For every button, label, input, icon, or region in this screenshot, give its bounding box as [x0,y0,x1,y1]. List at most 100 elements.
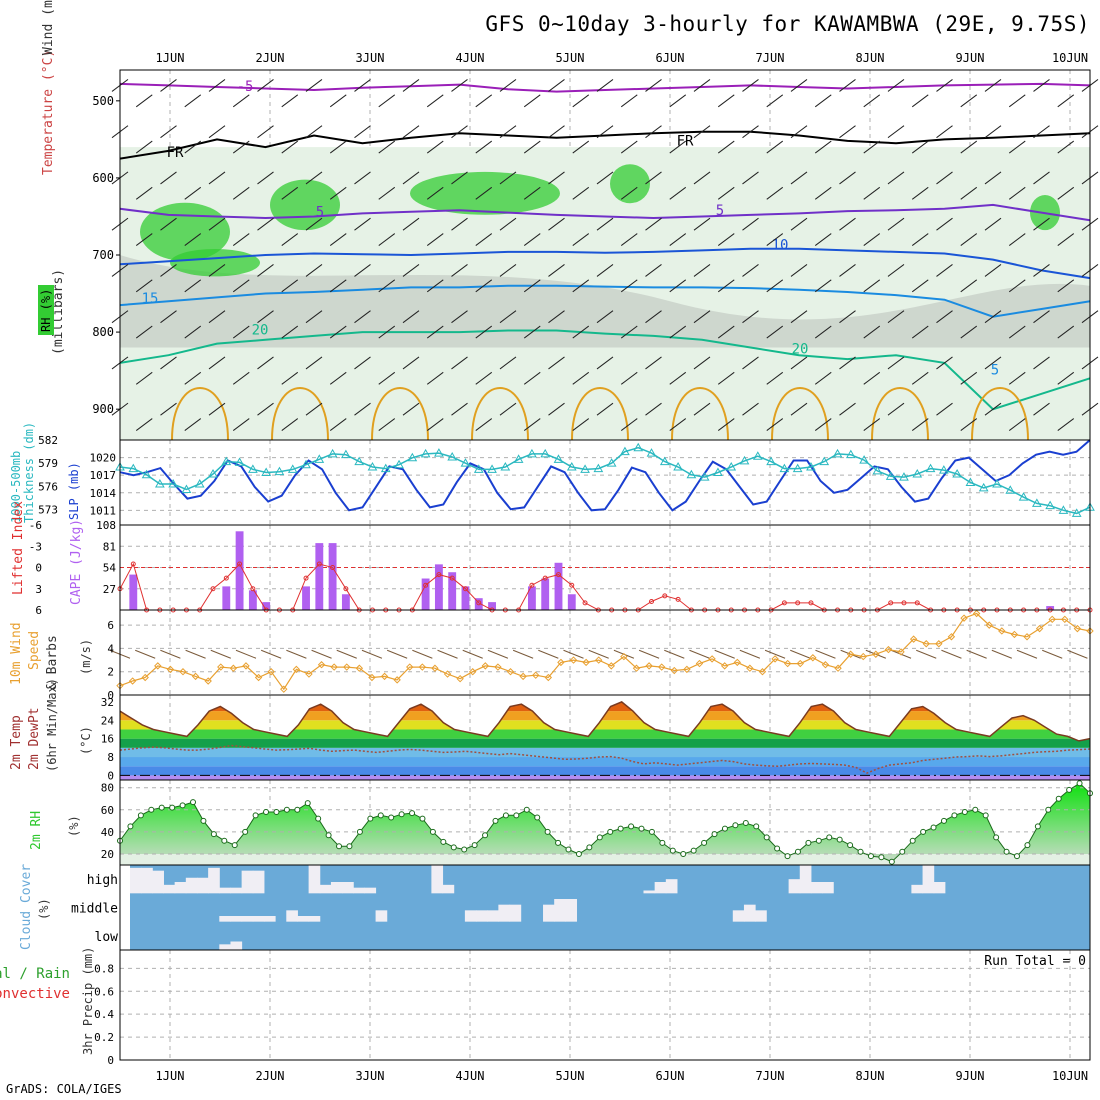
rh-marker [1076,780,1083,787]
wind-speed-marker [695,659,704,668]
rh-marker [450,844,457,851]
rh-area [120,783,1090,862]
wind-barb [572,279,590,293]
wind-barb [1016,649,1038,659]
temp-band [120,757,1090,767]
thickness-marker [673,462,683,471]
wind-speed-marker [166,665,175,674]
thickness-marker [434,448,444,457]
wind-barb [960,371,978,385]
thickness-marker [407,452,418,462]
rh-marker [513,812,520,819]
cloud-row-label: middle [71,902,118,917]
wind-barb [378,233,396,246]
wind-barb [966,649,987,659]
wind-speed-marker [330,663,338,671]
wind-barb [1033,310,1050,324]
wind-barb [941,649,962,659]
wind-speed-marker [872,650,880,658]
wind-barb [960,233,978,246]
li-tick-label: 6 [35,604,42,617]
wind-barb [960,94,978,108]
wind-speed-marker [594,656,603,664]
rh-marker [888,858,895,865]
wind-barb [960,140,978,154]
wind-barb [669,371,687,385]
wind-barb [839,402,856,416]
wind-barb [664,649,685,659]
wind-speed-marker [1023,633,1031,641]
wind-barb [814,94,832,108]
cape-tick-label: 54 [103,562,117,575]
cloud-cell [442,884,455,894]
rh-marker [461,846,468,853]
li-marker [781,600,787,606]
wind-speed-marker [632,664,641,672]
wind-tick-label: 6 [107,619,114,632]
precip-label-total: Total / Rain [0,966,70,982]
cloud-cell [342,882,354,894]
rh-band-grey [120,255,1090,348]
temp-band [120,701,1090,712]
wind-barb [232,325,250,339]
wind-barb [548,217,565,231]
wind-speed-marker [456,674,464,683]
wind-barb [1057,371,1075,385]
wind-barb [257,79,274,92]
thickness-marker [141,469,152,479]
wind-barb [354,310,371,324]
x-tick-label-bottom: 7JUN [756,1069,785,1083]
wind-barb [984,171,1002,185]
wind-barb [548,356,565,370]
li-marker [675,596,681,602]
wind-barb [645,79,662,92]
wind-barb [548,310,565,324]
wind-speed-marker [582,658,590,667]
wind-barb [523,418,541,431]
x-tick-label-bottom: 1JUN [156,1069,185,1083]
wind-barb [378,418,396,431]
rh-line [119,782,1091,863]
wind-speed-marker [1010,630,1019,639]
wind-barb [184,140,202,154]
cape-tick-label: 81 [103,540,116,553]
rh-marker [982,812,989,819]
wind-barb [620,279,638,293]
wind-barb [548,264,565,277]
wind-barb [1042,649,1063,659]
wind-barb [572,140,590,154]
wind-barb [208,402,226,416]
wind-barb [739,649,761,659]
thickness-marker [686,469,697,479]
wind-barb [378,325,396,339]
wind-speed-marker [947,633,956,641]
rh-marker [273,809,280,816]
wind-barb [693,310,711,324]
wind-barb [329,140,347,154]
wind-barb [208,264,226,277]
wind-barb [1033,264,1050,277]
li-marker [343,586,349,592]
wind-speed-marker [1061,615,1069,624]
cape-bar [488,602,496,610]
wind-barb [572,233,590,246]
li-marker [582,600,588,606]
thickness-label-2: Thickness (dm) [22,422,36,523]
rh-marker [607,828,614,835]
wind-barb [572,325,590,339]
wind-barb [596,125,614,139]
footer-credit: GrADS: COLA/IGES [6,1082,122,1096]
slp-tick-label: 1011 [90,504,117,517]
wind-barb [911,186,929,200]
wind-barb [984,264,1002,277]
wind-barb [378,186,396,200]
wind-barb [499,310,517,324]
wind-barb [911,233,929,246]
x-tick-label-top: 3JUN [356,51,385,65]
wind-barb [596,79,614,92]
wind-barb [766,94,784,108]
wind-barb [620,94,638,108]
wind-speed-marker [380,672,389,681]
rh-marker [409,810,416,817]
rh-label: 2m RH [29,811,44,850]
